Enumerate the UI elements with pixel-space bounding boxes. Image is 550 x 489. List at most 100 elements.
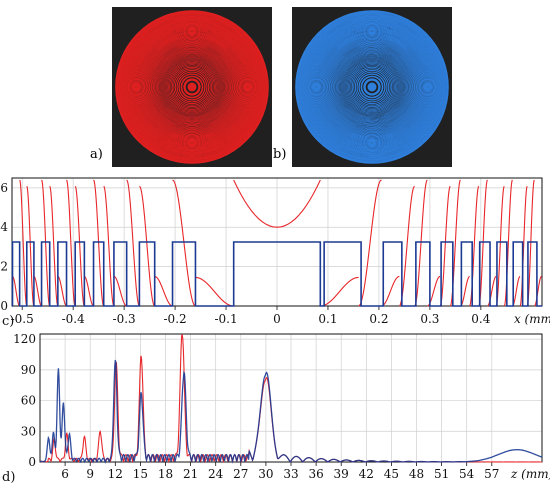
red-zone-plate-ring [138,33,246,141]
red-zone-plate-ring [168,63,216,111]
x-tick-label: 21 [183,467,198,481]
blue-zone-plate-ring [326,41,418,133]
blue-zone-plate-ring [326,41,418,133]
red-zone-plate-ring [118,13,266,161]
red-zone-plate-ring [120,15,264,159]
blue-zone-plate-ring [309,24,435,150]
x-tick-label: 0.1 [318,312,337,326]
panel-c-label: c) [2,314,14,329]
blue-zone-plate-ring [308,23,436,151]
red-zone-plate-ring [174,69,210,105]
x-tick-label: 48 [409,467,424,481]
red-zone-plate-ring [127,22,257,152]
red-zone-plate-ring [134,29,250,145]
x-tick-label: 24 [208,467,224,481]
red-zone-plate-ring [135,30,249,144]
blue-zone-plate-ring [305,20,439,154]
blue-zone-plate-ring [308,23,436,151]
blue-zone-plate-ring [307,22,437,152]
red-zone-plate-ring [137,32,247,142]
red-zone-plate-ring [148,43,236,131]
red-zone-plate-ring [128,23,256,151]
red-zone-plate-ring [123,18,261,156]
blue-zone-plate-ring [322,37,422,137]
blue-zone-plate-ring [309,24,435,150]
blue-zone-plate-ring [302,17,442,157]
red-zone-plate-ring [158,53,226,121]
blue-zone-plate-rings [295,10,449,164]
red-zone-plate-ring [173,68,211,106]
blue-zone-plate-ring [354,69,390,105]
blue-zone-plate-ring [311,26,433,148]
blue-zone-plate-ring [363,78,381,96]
blue-zone-plate-ring [304,19,440,155]
blue-zone-plate-ring [350,65,394,109]
red-zone-plate-ring [163,58,221,116]
red-zone-plate-ring [154,49,230,125]
blue-zone-plate-ring [304,19,440,155]
red-zone-plate-ring [122,17,262,157]
blue-zone-plate-ring [348,63,396,111]
red-zone-plate-ring [126,21,258,153]
blue-zone-plate-ring [313,28,431,146]
blue-zone-plate-ring [360,75,384,99]
blue-zone-plate-ring [335,50,409,124]
red-zone-plate-ring [127,22,257,152]
blue-zone-plate-ring [310,25,434,149]
red-zone-plate-ring [142,37,242,137]
y-tick-label: 90 [21,363,36,377]
blue-zone-plate-ring [329,44,415,130]
red-zone-plate-ring [166,61,218,113]
y-tick-label: 30 [21,424,36,438]
blue-zone-plate-ring [325,40,419,134]
red-zone-plate-ring [124,19,260,155]
zone-plate-red-image [112,7,272,167]
blue-zone-plate-ring [321,36,423,138]
blue-zone-plate-ring [297,12,447,162]
red-zone-plate-ring [169,64,215,110]
red-zone-plate-ring [156,51,228,123]
intensity-grid [40,334,542,463]
blue-zone-plate-ring [330,45,414,129]
y-tick-label: 6 [0,181,8,195]
blue-zone-plate-ring [298,13,446,161]
x-tick-label: 0.3 [420,312,439,326]
red-zone-plate-ring [132,27,252,147]
blue-zone-plate-ring [334,49,410,125]
red-zone-plate-ring [150,45,234,129]
x-axis-label: z (mm) [510,467,550,481]
red-zone-plate-outer-ring [115,10,269,164]
blue-zone-plate-ring [332,47,412,127]
red-zone-plate-ring [155,50,229,124]
x-tick-label: 6 [61,467,69,481]
blue-zone-plate-ring [337,52,407,122]
x-tick-label: 12 [108,467,123,481]
blue-zone-plate-ring [312,27,432,147]
red-zone-plate-ring [165,60,219,114]
red-zone-plate-ring [141,36,243,138]
red-zone-plate-ring [139,34,245,140]
blue-profile-line [11,241,542,307]
blue-zone-plate-ring [338,53,406,121]
blue-zone-plate-ring [315,30,429,144]
blue-zone-plate-ring [327,42,417,132]
red-zone-plate-ring [125,20,259,154]
panel-a-label: a) [90,147,103,162]
red-zone-plate-ring [137,32,247,142]
blue-zone-plate-ring [318,33,426,141]
red-zone-plate-ring [149,44,235,130]
blue-zone-plate-ring [301,16,443,158]
red-zone-plate-ring [118,13,266,161]
blue-zone-plate-ring [300,15,444,159]
red-zone-plate-ring [160,55,224,119]
red-zone-plate-ring [171,66,213,108]
blue-zone-plate-ring [318,33,426,141]
blue-zone-plate-center-spot [367,82,377,92]
red-zone-plate-ring [162,57,222,117]
red-zone-plate-ring [170,65,214,109]
blue-zone-plate-ring [328,43,416,131]
panel-b-label: b) [273,147,287,162]
red-zone-plate-rings [115,10,269,164]
blue-zone-plate-ring [322,37,422,137]
x-tick-label: 45 [384,467,399,481]
